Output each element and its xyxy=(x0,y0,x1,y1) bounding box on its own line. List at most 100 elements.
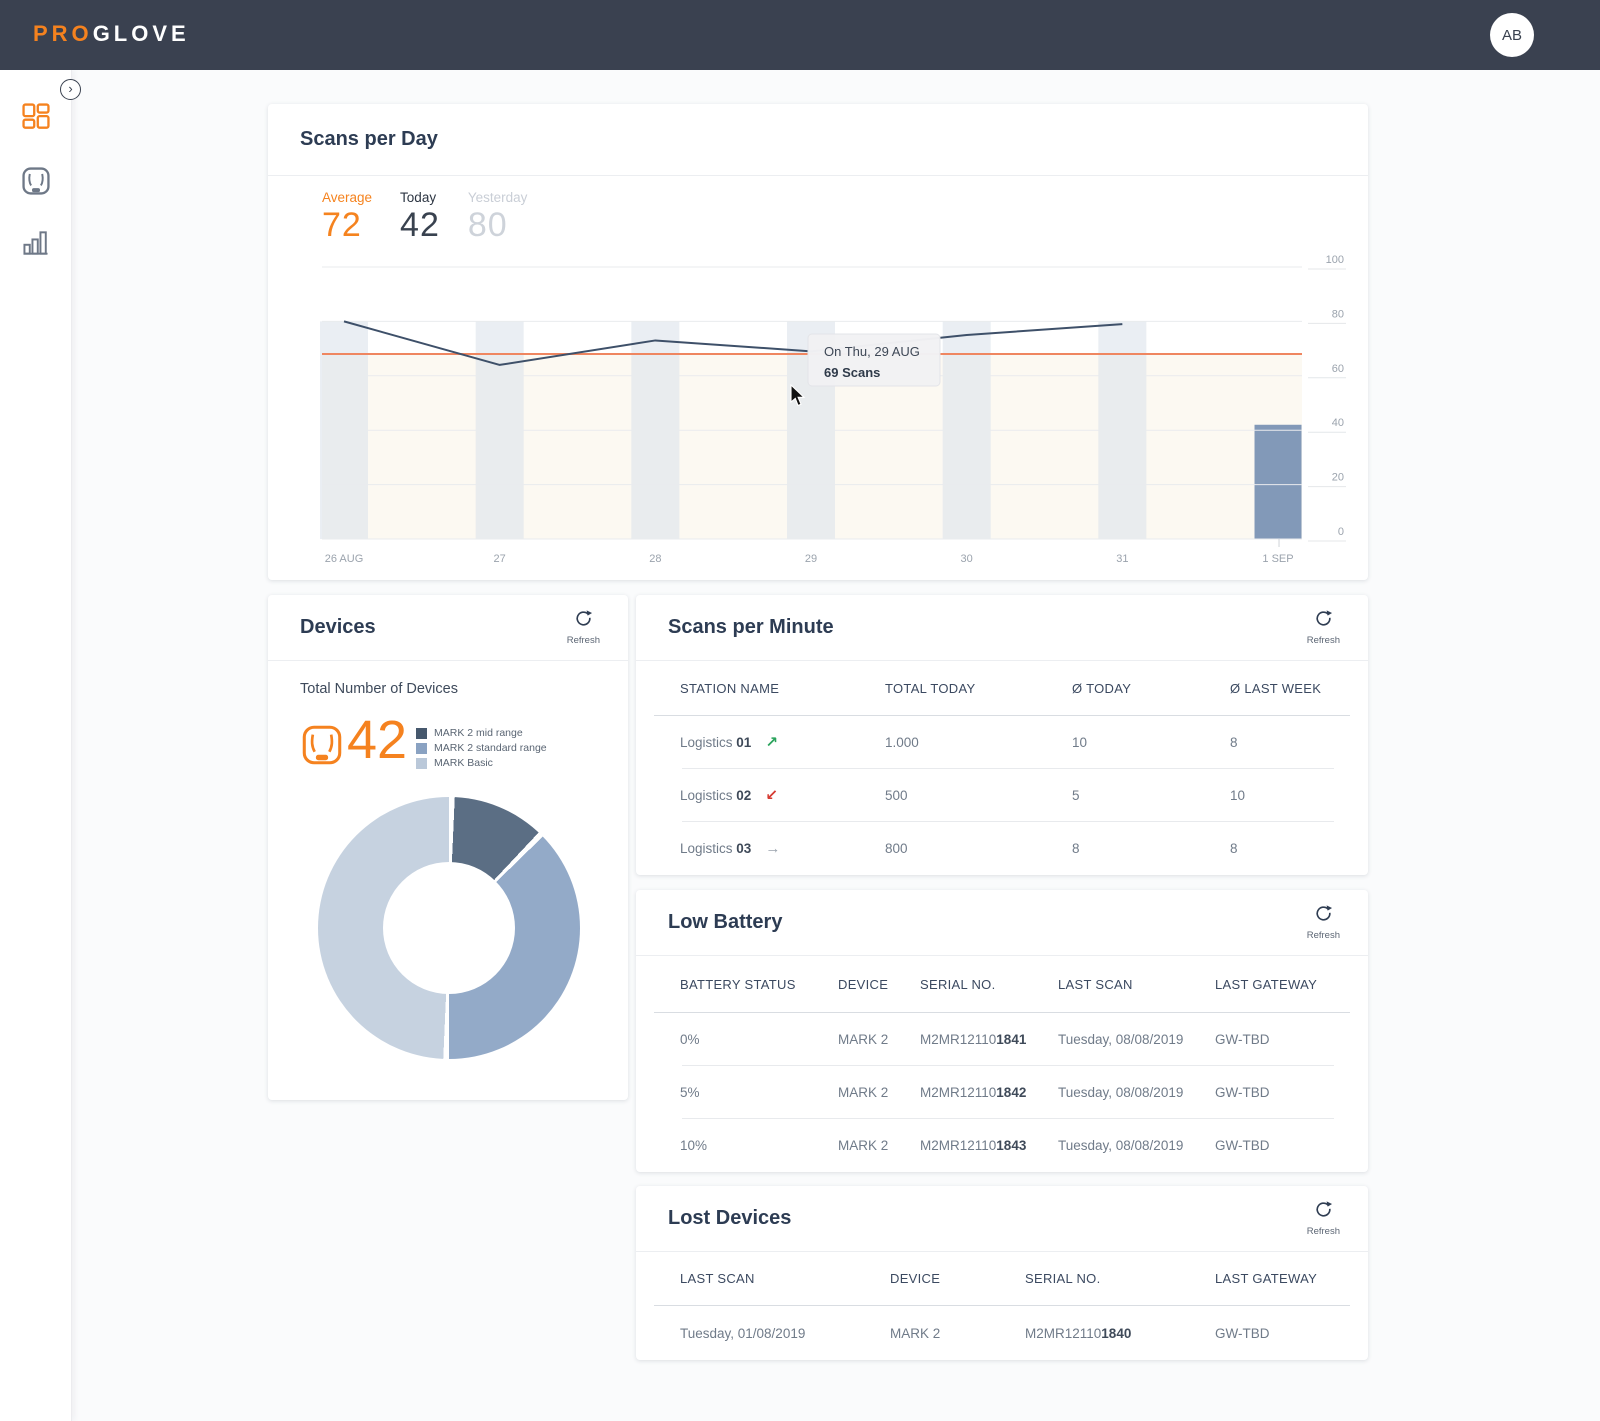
trend-flat-icon: → xyxy=(765,839,781,857)
legend-swatch-mark2-standard xyxy=(416,742,427,754)
refresh-icon xyxy=(1314,609,1333,633)
svg-text:26 AUG: 26 AUG xyxy=(325,553,364,565)
svg-text:69 Scans: 69 Scans xyxy=(824,365,880,380)
lost-devices-table-header: LAST SCAN DEVICE SERIAL NO. LAST GATEWAY xyxy=(636,1252,1368,1305)
row-divider xyxy=(682,1118,1334,1119)
sidebar-item-dashboard[interactable] xyxy=(0,97,72,141)
low-battery-table-header: BATTERY STATUS DEVICE SERIAL NO. LAST SC… xyxy=(636,956,1368,1012)
station-cell: Logistics 03 → xyxy=(680,839,781,857)
col-serial-no: SERIAL NO. xyxy=(920,976,996,992)
stat-yesterday-label: Yesterday xyxy=(467,190,528,205)
refresh-label: Refresh xyxy=(1306,930,1340,941)
stat-average-label: Average xyxy=(322,190,373,205)
low-battery-card: Low Battery Refresh BATTERY STATUS DEVIC… xyxy=(636,890,1368,1172)
device-cell: MARK 2 xyxy=(838,1031,889,1047)
devices-title: Devices xyxy=(300,616,376,638)
trend-down-icon: ↙ xyxy=(765,787,778,804)
device-cell: MARK 2 xyxy=(890,1325,941,1341)
avg-today-cell: 10 xyxy=(1072,734,1088,750)
scans-per-day-header: Scans per Day xyxy=(268,104,1368,176)
col-last-scan: LAST SCAN xyxy=(1058,976,1133,992)
svg-text:1 SEP: 1 SEP xyxy=(1262,553,1293,565)
legend-label: MARK Basic xyxy=(434,757,493,769)
table-row[interactable]: 10% MARK 2 M2MR121101843 Tuesday, 08/08/… xyxy=(636,1119,1368,1171)
devices-refresh-button[interactable]: Refresh xyxy=(567,609,600,646)
table-row[interactable]: Logistics 01 ↗ 1.000 10 8 xyxy=(636,716,1368,768)
refresh-label: Refresh xyxy=(566,635,600,646)
table-header-divider xyxy=(654,1012,1350,1013)
scans-per-day-title: Scans per Day xyxy=(300,128,438,150)
col-avg-today: Ø TODAY xyxy=(1072,680,1132,696)
svg-text:80: 80 xyxy=(1332,308,1344,320)
table-header-divider xyxy=(654,715,1350,716)
refresh-icon xyxy=(1314,904,1333,928)
table-row[interactable]: Tuesday, 01/08/2019 MARK 2 M2MR121101840… xyxy=(636,1306,1368,1360)
scans-per-minute-table-header: STATION NAME TOTAL TODAY Ø TODAY Ø LAST … xyxy=(636,661,1368,715)
table-row[interactable]: Logistics 03 → 800 8 8 xyxy=(636,822,1368,874)
total-today-cell: 500 xyxy=(885,787,908,803)
scans-per-day-chart[interactable]: 0 20 40 60 80 100 26 AUG 27 28 29 30 31 1 SEP On Thu,… xyxy=(268,244,1368,580)
sidebar: › xyxy=(0,70,81,1421)
svg-text:29: 29 xyxy=(805,553,817,565)
svg-text:60: 60 xyxy=(1332,363,1344,375)
scans-per-day-stats: Average 72 Today 42 Yesterday 80 xyxy=(268,176,1368,245)
scans-per-minute-title: Scans per Minute xyxy=(668,616,834,638)
row-divider xyxy=(682,821,1334,822)
low-battery-title: Low Battery xyxy=(668,911,783,933)
col-last-scan: LAST SCAN xyxy=(680,1271,755,1286)
avg-today-cell: 8 xyxy=(1072,840,1080,856)
legend-swatch-mark2-mid xyxy=(416,727,427,739)
svg-text:100: 100 xyxy=(1326,254,1344,266)
stat-today: Today 42 xyxy=(400,190,440,245)
scans-per-day-card: Scans per Day Average 72 Today 42 Yester… xyxy=(268,104,1368,580)
svg-text:31: 31 xyxy=(1116,553,1128,565)
trend-up-icon: ↗ xyxy=(765,734,778,751)
stat-yesterday: Yesterday 80 xyxy=(468,190,528,245)
proglove-logo: PROGLOVE xyxy=(33,21,190,47)
last-scan-cell: Tuesday, 01/08/2019 xyxy=(680,1325,806,1341)
table-row[interactable]: 0% MARK 2 M2MR121101841 Tuesday, 08/08/2… xyxy=(636,1013,1368,1065)
sidebar-item-devices[interactable] xyxy=(0,161,72,205)
lost-devices-refresh-button[interactable]: Refresh xyxy=(1307,1200,1340,1237)
table-header-divider xyxy=(654,1305,1350,1306)
table-row[interactable]: Logistics 02 ↙ 500 5 10 xyxy=(636,769,1368,821)
topbar: PROGLOVE AB xyxy=(0,0,1600,70)
table-row[interactable]: 5% MARK 2 M2MR121101842 Tuesday, 08/08/2… xyxy=(636,1066,1368,1118)
legend-label: MARK 2 mid range xyxy=(434,727,523,739)
legend-item: MARK 2 standard range xyxy=(416,742,547,754)
stat-average-value: 72 xyxy=(322,206,362,244)
col-serial-no: SERIAL NO. xyxy=(1025,1271,1101,1286)
stat-average: Average 72 xyxy=(322,190,372,245)
stat-today-label: Today xyxy=(400,190,437,205)
low-battery-header: Low Battery Refresh xyxy=(636,890,1368,956)
last-scan-cell: Tuesday, 08/08/2019 xyxy=(1058,1084,1184,1100)
last-scan-cell: Tuesday, 08/08/2019 xyxy=(1058,1031,1184,1047)
col-total-today: TOTAL TODAY xyxy=(885,680,976,696)
col-device: DEVICE xyxy=(838,976,889,992)
scans-per-minute-card: Scans per Minute Refresh STATION NAME TO… xyxy=(636,595,1368,875)
total-today-cell: 800 xyxy=(885,840,908,856)
devices-total-value: 42 xyxy=(347,710,408,770)
user-avatar[interactable]: AB xyxy=(1490,13,1534,57)
refresh-label: Refresh xyxy=(1306,1226,1340,1237)
sidebar-expand-button[interactable]: › xyxy=(60,79,81,100)
lost-devices-title: Lost Devices xyxy=(668,1207,792,1229)
scans-per-minute-refresh-button[interactable]: Refresh xyxy=(1307,609,1340,646)
row-divider xyxy=(682,768,1334,769)
gateway-cell: GW-TBD xyxy=(1215,1031,1270,1047)
avg-today-cell: 5 xyxy=(1072,787,1080,803)
station-cell: Logistics 02 ↙ xyxy=(680,787,778,804)
logo-glove: GLOVE xyxy=(92,21,190,46)
gateway-cell: GW-TBD xyxy=(1215,1084,1270,1100)
low-battery-refresh-button[interactable]: Refresh xyxy=(1307,904,1340,941)
total-today-cell: 1.000 xyxy=(885,734,919,750)
serial-cell: M2MR121101843 xyxy=(920,1137,1027,1153)
lost-devices-header: Lost Devices Refresh xyxy=(636,1186,1368,1252)
avg-last-week-cell: 10 xyxy=(1230,787,1246,803)
sidebar-item-statistics[interactable] xyxy=(0,223,72,267)
serial-cell: M2MR121101842 xyxy=(920,1084,1027,1100)
gateway-cell: GW-TBD xyxy=(1215,1137,1270,1153)
scanner-device-icon xyxy=(20,165,52,202)
devices-donut-chart[interactable] xyxy=(318,797,580,1059)
